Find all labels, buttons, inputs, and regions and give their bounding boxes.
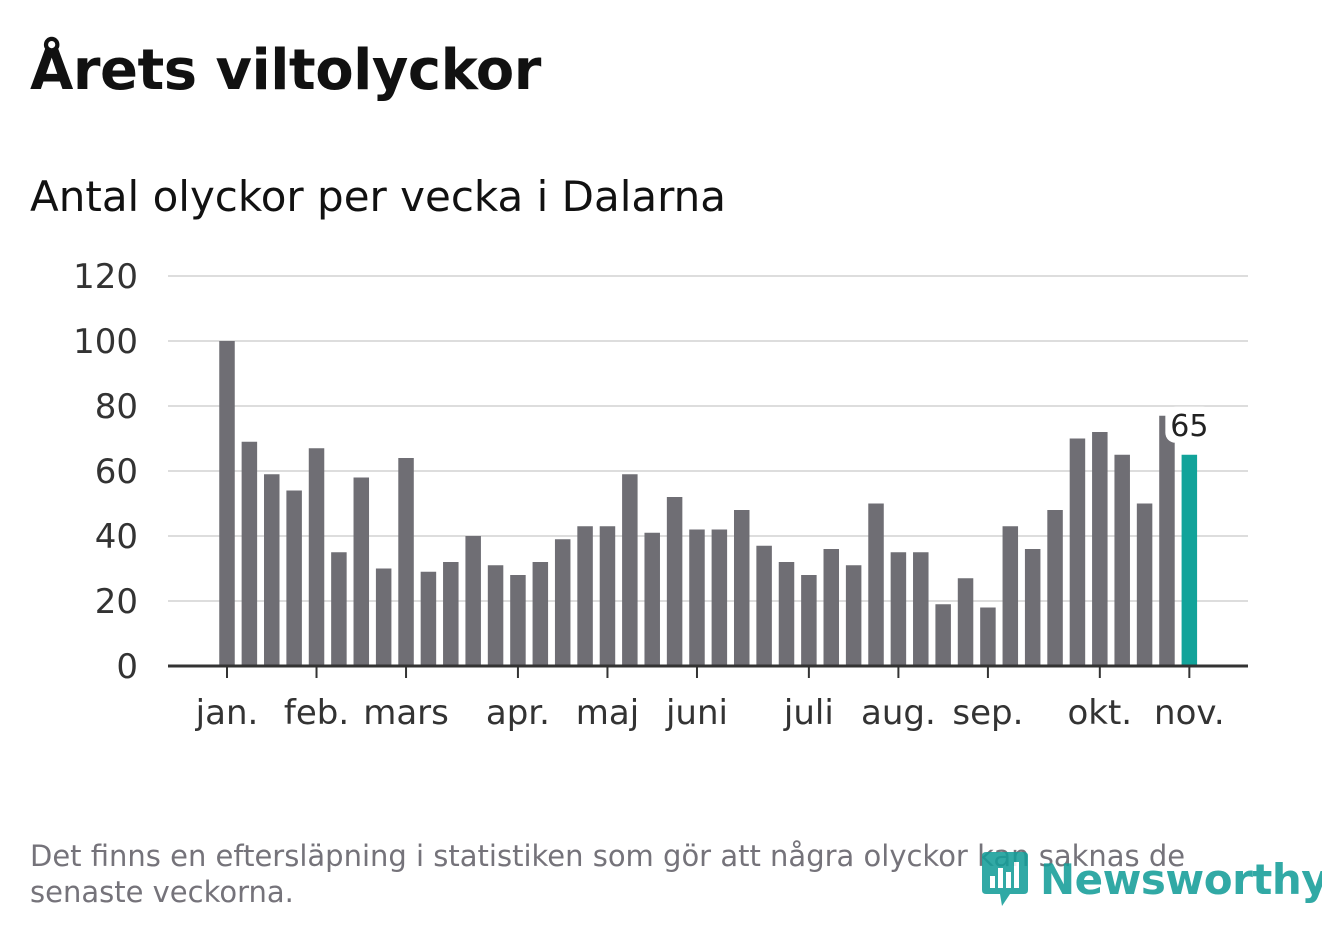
bar	[487, 565, 504, 666]
bar	[599, 526, 616, 666]
bar	[420, 571, 437, 666]
bar	[957, 578, 974, 666]
bar	[733, 510, 750, 666]
x-tick-label: sep.	[952, 693, 1023, 733]
bar	[398, 458, 414, 666]
bar	[577, 526, 593, 666]
bar	[845, 565, 862, 666]
logo-text: Newsworthy	[1040, 854, 1322, 904]
newsworthy-logo: Newsworthy	[980, 848, 1322, 910]
bar	[890, 552, 907, 666]
bar	[666, 497, 683, 666]
bar	[331, 552, 347, 666]
y-tick-label: 100	[73, 322, 138, 362]
bar	[1002, 526, 1019, 666]
bar	[1092, 432, 1108, 666]
chart-title: Årets viltolyckor	[30, 38, 541, 103]
x-tick-label: jan.	[195, 693, 259, 733]
y-tick-label: 60	[95, 452, 138, 492]
bar	[1114, 454, 1130, 666]
bar	[622, 474, 638, 666]
y-tick-label: 120	[73, 257, 138, 297]
bar	[980, 607, 996, 666]
x-tick-label: feb.	[284, 693, 349, 733]
bar	[219, 341, 235, 666]
bar	[644, 532, 660, 666]
y-tick-label: 80	[95, 387, 138, 427]
bar	[532, 562, 549, 666]
bar	[711, 529, 728, 666]
bar	[1047, 510, 1063, 666]
y-tick-label: 40	[95, 517, 138, 557]
bar	[756, 545, 772, 666]
y-tick-label: 0	[116, 647, 138, 687]
bar	[1136, 503, 1153, 666]
bar	[778, 562, 795, 666]
data-label-bg	[1165, 406, 1214, 443]
bar	[241, 441, 258, 666]
bar	[510, 575, 526, 666]
newsworthy-chart-icon	[982, 852, 1028, 906]
bar	[375, 568, 392, 666]
bar	[465, 536, 481, 666]
x-tick-label: juli	[783, 693, 834, 733]
bar	[868, 503, 884, 666]
x-tick-label: aug.	[861, 693, 936, 733]
bar	[689, 529, 705, 666]
bar	[913, 552, 929, 666]
x-tick-label: nov.	[1154, 693, 1225, 733]
bar	[286, 490, 302, 666]
bar-chart: 0 20 40 60 80 100 120 jan. feb. mars apr. maj juni ju…	[73, 257, 1248, 733]
x-tick-label: maj	[576, 693, 639, 733]
x-tick-label: mars	[363, 693, 449, 733]
bar	[1069, 438, 1086, 666]
bar	[801, 575, 817, 666]
y-tick-label: 20	[95, 582, 138, 622]
bar	[823, 549, 840, 666]
x-tick-label: apr.	[486, 693, 550, 733]
bar	[1024, 549, 1041, 666]
chart-subtitle: Antal olyckor per vecka i Dalarna	[30, 172, 726, 221]
x-tick-label: juni	[665, 693, 728, 733]
bar	[264, 474, 280, 666]
bar	[935, 604, 951, 666]
highlight-bar	[1181, 454, 1198, 666]
bar	[1159, 415, 1175, 666]
data-label: 65	[1170, 409, 1208, 444]
bar	[443, 562, 459, 666]
x-tick-label: okt.	[1067, 693, 1132, 733]
bar	[308, 448, 325, 666]
bar	[554, 539, 571, 666]
bar	[353, 477, 370, 666]
